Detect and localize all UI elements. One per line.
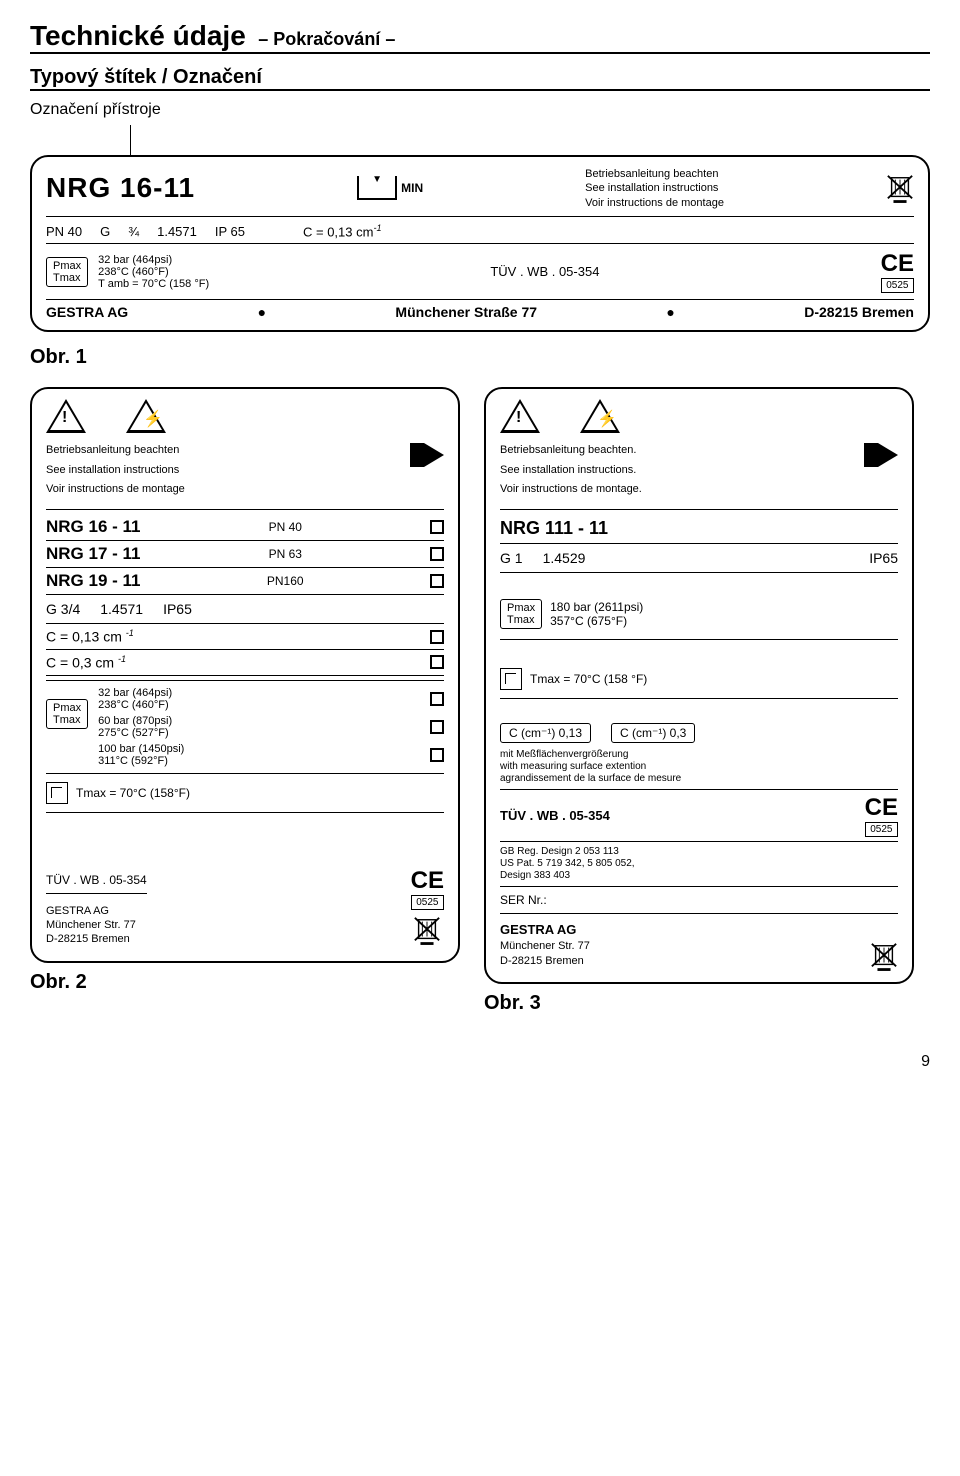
checkbox-icon — [430, 692, 444, 706]
weee-icon — [413, 914, 441, 946]
obr1-spec-row: PN 40 G ¾ 1.4571 IP 65 C = 0,13 cm-1 — [46, 223, 914, 244]
ce-mark-icon: CE — [881, 250, 914, 278]
obr3-caption: Obr. 3 — [484, 992, 914, 1015]
tmax-row: Tmax = 70°C (158 °F) — [500, 664, 898, 694]
checkbox-icon — [430, 655, 444, 669]
checkbox-icon — [430, 720, 444, 734]
page-title-continuation: – Pokračování – — [258, 29, 395, 49]
pmax-tmax-box: Pmax Tmax — [46, 257, 88, 287]
company-name: GESTRA AG — [46, 304, 128, 320]
warning-icon: ! — [500, 399, 540, 433]
obr1-caption: Obr. 1 — [30, 346, 930, 369]
pointer-line — [130, 125, 131, 155]
c-row: C = 0,3 cm -1 — [46, 650, 444, 676]
serial-number: SER Nr.: — [500, 891, 898, 909]
obr1-instructions: Betriebsanleitung beachten See installat… — [585, 167, 724, 210]
tuv-mark: TÜV . WB . 05-354 — [500, 808, 610, 823]
model-row: NRG 19 - 11 PN160 — [46, 568, 444, 595]
measurement-note: mit Meßflächenvergrößerung with measurin… — [500, 749, 898, 785]
label-obr2: ! ⚡ Betriebsanleitung beachten See insta… — [30, 387, 460, 962]
pmax-section: Pmax Tmax 180 bar (2611psi) 357°C (675°F… — [500, 593, 898, 635]
checkbox-icon — [430, 520, 444, 534]
voltage-icon: ⚡ — [580, 399, 620, 433]
arrow-icon — [878, 443, 898, 467]
ce-mark-icon: CE — [411, 867, 444, 895]
checkbox-icon — [430, 574, 444, 588]
label-obr1: NRG 16-11 MIN Betriebsanleitung beachten… — [30, 155, 930, 332]
patents: GB Reg. Design 2 053 113 US Pat. 5 719 3… — [500, 846, 898, 882]
arrow-icon — [424, 443, 444, 467]
subtitle-row: Typový štítek / Označení — [30, 66, 930, 91]
c-boxes: C (cm⁻¹) 0,13 C (cm⁻¹) 0,3 — [500, 723, 898, 743]
weee-icon — [886, 172, 914, 204]
company-addr: Münchener Straße 77 — [395, 304, 537, 320]
model-row: NRG 17 - 11 PN 63 — [46, 541, 444, 568]
label-obr3: ! ⚡ Betriebsanleitung beachten. See inst… — [484, 387, 914, 984]
ambient-icon — [500, 668, 522, 690]
page-number: 9 — [30, 1053, 930, 1071]
tuv-mark: TÜV . WB . 05-354 — [490, 264, 599, 279]
checkbox-icon — [430, 748, 444, 762]
checkbox-icon — [430, 547, 444, 561]
page-title: Technické údaje — [30, 20, 246, 51]
c-row: C = 0,13 cm -1 — [46, 624, 444, 650]
g-row: G 1 1.4529 IP65 — [500, 543, 898, 573]
tuv-mark: TÜV . WB . 05-354 — [46, 873, 147, 887]
obr2-caption: Obr. 2 — [30, 971, 460, 994]
tmax-row: Tmax = 70°C (158°F) — [46, 778, 444, 808]
device-label: Označení přístroje — [30, 101, 930, 119]
g-row: G 3/4 1.4571 IP65 — [46, 595, 444, 624]
voltage-icon: ⚡ — [126, 399, 166, 433]
page-title-row: Technické údaje – Pokračování – — [30, 20, 930, 54]
subtitle: Typový štítek / Označení — [30, 66, 262, 88]
obr1-model: NRG 16-11 — [46, 172, 195, 204]
checkbox-icon — [430, 630, 444, 644]
company-city: D-28215 Bremen — [804, 304, 914, 320]
weee-icon — [870, 940, 898, 972]
ce-mark-icon: CE — [865, 794, 898, 822]
company-name: GESTRA AG — [500, 922, 590, 939]
warning-icon: ! — [46, 399, 86, 433]
model-row: NRG 16 - 11 PN 40 — [46, 514, 444, 541]
pmax-tmax-box: Pmax Tmax — [46, 699, 88, 729]
min-indicator: MIN — [357, 176, 423, 200]
company-name: GESTRA AG — [46, 904, 147, 918]
ambient-icon — [46, 782, 68, 804]
obr3-model: NRG 111 - 11 — [500, 514, 898, 543]
